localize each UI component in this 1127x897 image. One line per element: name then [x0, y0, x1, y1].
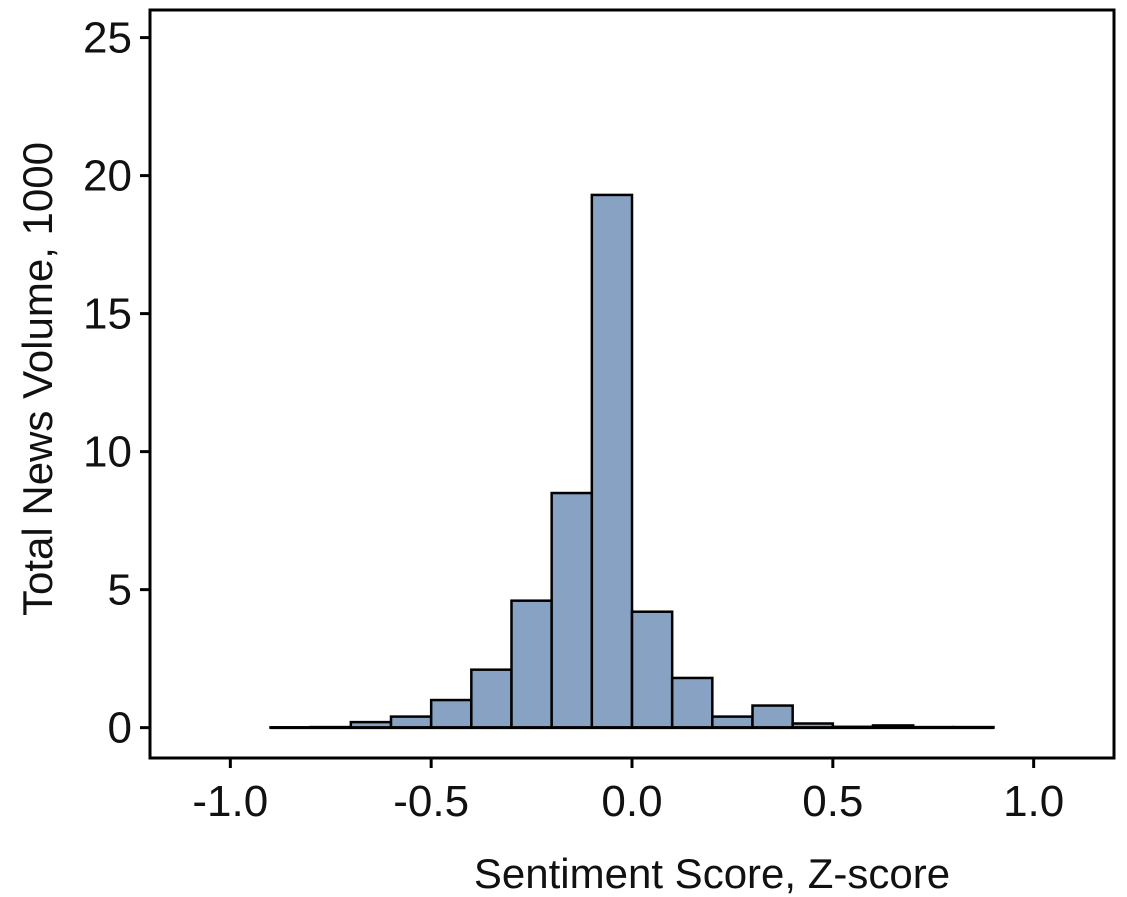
- x-axis-ticks: -1.0 -0.5 0.0 0.5 1.0: [192, 758, 1064, 826]
- y-axis-ticks: 0 5 10 15 20 25: [83, 14, 150, 753]
- histogram-bar: [389, 715, 433, 729]
- histogram-bar: [590, 193, 634, 729]
- y-tick-label: 5: [108, 566, 132, 615]
- histogram-bar: [630, 610, 674, 729]
- histogram-bar: [510, 599, 553, 729]
- histogram-bar: [711, 715, 754, 729]
- x-tick-label: -1.0: [192, 777, 268, 826]
- histogram-bar: [670, 676, 714, 729]
- y-tick-label: 20: [83, 152, 132, 201]
- histogram-bar: [550, 491, 594, 729]
- x-axis-title: Sentiment Score, Z-score: [474, 850, 950, 897]
- y-tick-label: 0: [108, 704, 132, 753]
- y-axis-title: Total News Volume, 1000: [14, 142, 61, 616]
- x-tick-label: 1.0: [1003, 777, 1064, 826]
- bars-group: [269, 193, 995, 730]
- histogram-bar: [470, 668, 513, 729]
- histogram-bar: [751, 704, 794, 729]
- x-tick-label: 0.5: [802, 777, 863, 826]
- y-tick-label: 10: [83, 428, 132, 477]
- histogram-bar: [429, 698, 473, 729]
- x-tick-label: 0.0: [601, 777, 662, 826]
- y-tick-label: 15: [83, 290, 132, 339]
- y-tick-label: 25: [83, 14, 132, 63]
- x-tick-label: -0.5: [393, 777, 469, 826]
